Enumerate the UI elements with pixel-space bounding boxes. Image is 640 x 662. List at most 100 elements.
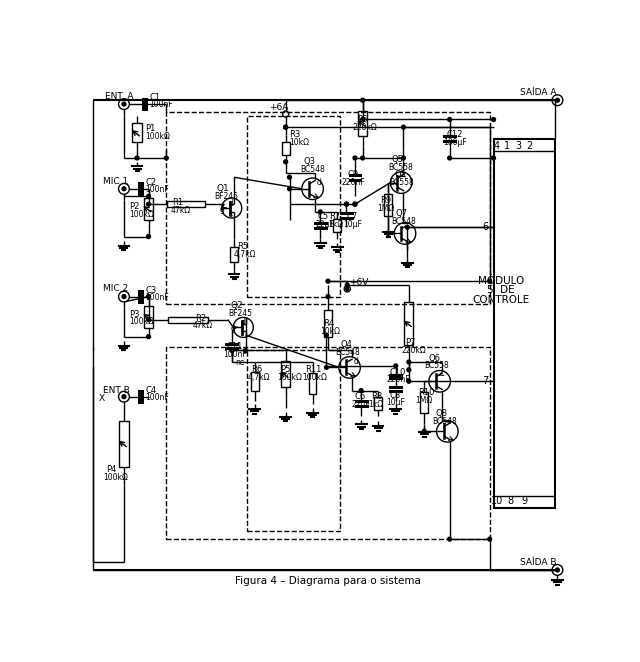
Bar	[168, 201, 205, 207]
Text: C3: C3	[145, 286, 157, 295]
Text: 100nF: 100nF	[145, 393, 169, 402]
Text: P7: P7	[405, 338, 415, 348]
Text: P4: P4	[106, 465, 116, 475]
Text: 100nF: 100nF	[145, 293, 169, 302]
Text: Q6: Q6	[428, 354, 440, 363]
Circle shape	[422, 430, 426, 433]
Text: 100kΩ: 100kΩ	[129, 210, 154, 218]
Text: 1kΩ: 1kΩ	[368, 400, 383, 409]
Text: d: d	[240, 318, 245, 327]
Text: C2: C2	[145, 178, 157, 187]
Circle shape	[147, 195, 150, 199]
Bar	[166, 112, 490, 305]
Text: ENT. A: ENT. A	[105, 92, 133, 101]
Text: C1: C1	[149, 93, 161, 103]
Circle shape	[448, 537, 452, 541]
Bar	[168, 316, 208, 323]
Text: P5: P5	[280, 365, 291, 374]
Text: R8: R8	[371, 392, 382, 401]
Text: C8: C8	[390, 391, 401, 400]
Text: 22µF: 22µF	[316, 220, 335, 228]
Circle shape	[326, 279, 330, 283]
Text: 100kΩ: 100kΩ	[302, 373, 326, 382]
Text: Q3: Q3	[303, 158, 316, 166]
Text: 47kΩ: 47kΩ	[171, 206, 191, 215]
Circle shape	[122, 395, 126, 399]
Circle shape	[122, 187, 126, 191]
Text: 7: 7	[483, 376, 489, 387]
Bar	[166, 347, 490, 539]
Text: BC548: BC548	[432, 417, 457, 426]
Circle shape	[244, 349, 248, 352]
Text: 3: 3	[515, 142, 521, 152]
Circle shape	[346, 287, 349, 291]
Circle shape	[492, 156, 495, 160]
Text: C4: C4	[145, 386, 157, 395]
Text: 10: 10	[490, 496, 503, 506]
Bar	[308, 373, 316, 394]
Text: C7: C7	[346, 212, 358, 221]
Text: Q5: Q5	[392, 155, 404, 164]
Text: d: d	[316, 178, 321, 187]
Text: 9: 9	[522, 496, 527, 506]
Text: BF245: BF245	[228, 309, 253, 318]
Text: R11: R11	[305, 365, 321, 374]
Bar	[230, 246, 238, 262]
Text: C12: C12	[447, 130, 463, 140]
Text: 220nF: 220nF	[387, 375, 410, 384]
Circle shape	[287, 175, 291, 179]
Bar	[144, 198, 153, 220]
Text: R3: R3	[289, 130, 301, 140]
Circle shape	[344, 203, 348, 206]
Text: 100nF: 100nF	[145, 185, 169, 194]
Circle shape	[401, 125, 405, 129]
Text: P2: P2	[129, 202, 140, 211]
Circle shape	[324, 365, 328, 369]
Text: 1kΩ: 1kΩ	[328, 220, 343, 228]
Bar	[493, 139, 555, 508]
Text: R1: R1	[172, 198, 184, 207]
Circle shape	[556, 568, 559, 572]
Text: BF245: BF245	[214, 192, 238, 201]
Text: BC558: BC558	[390, 178, 414, 187]
Bar	[247, 350, 340, 532]
Text: g: g	[231, 324, 236, 334]
Text: 100nF: 100nF	[149, 101, 173, 109]
Circle shape	[346, 283, 349, 287]
Text: ne: ne	[236, 357, 245, 367]
Bar	[333, 218, 341, 232]
Circle shape	[326, 295, 330, 299]
Circle shape	[147, 203, 150, 206]
Text: MIC 2: MIC 2	[103, 285, 128, 293]
Text: 100kΩ: 100kΩ	[129, 318, 154, 326]
Bar	[324, 310, 332, 337]
Text: 100kΩ: 100kΩ	[277, 373, 302, 382]
Text: Figura 4 – Diagrama para o sistema: Figura 4 – Diagrama para o sistema	[235, 577, 421, 587]
Text: MIC 1: MIC 1	[103, 177, 129, 185]
Text: 220nF: 220nF	[342, 178, 365, 187]
Text: BC558: BC558	[424, 361, 449, 370]
Text: P1: P1	[145, 124, 155, 133]
Circle shape	[287, 187, 291, 191]
Text: g: g	[220, 205, 224, 214]
Text: SAÍDA B: SAÍDA B	[520, 557, 557, 567]
Text: C10: C10	[390, 367, 406, 377]
Text: C6: C6	[354, 392, 365, 401]
Circle shape	[407, 379, 411, 383]
Text: d: d	[228, 199, 234, 208]
Circle shape	[122, 102, 126, 106]
Text: ENT B: ENT B	[103, 386, 130, 395]
Circle shape	[407, 360, 411, 364]
Circle shape	[401, 156, 405, 160]
Bar	[251, 371, 259, 391]
Bar	[119, 421, 129, 467]
Text: 5  DE: 5 DE	[488, 285, 515, 295]
Circle shape	[353, 203, 357, 206]
Text: R9: R9	[380, 196, 392, 205]
Text: P6: P6	[357, 115, 368, 124]
Text: Q2: Q2	[231, 301, 244, 310]
Bar	[358, 111, 367, 136]
Circle shape	[359, 389, 363, 393]
Text: C5: C5	[317, 212, 328, 221]
Circle shape	[164, 156, 168, 160]
